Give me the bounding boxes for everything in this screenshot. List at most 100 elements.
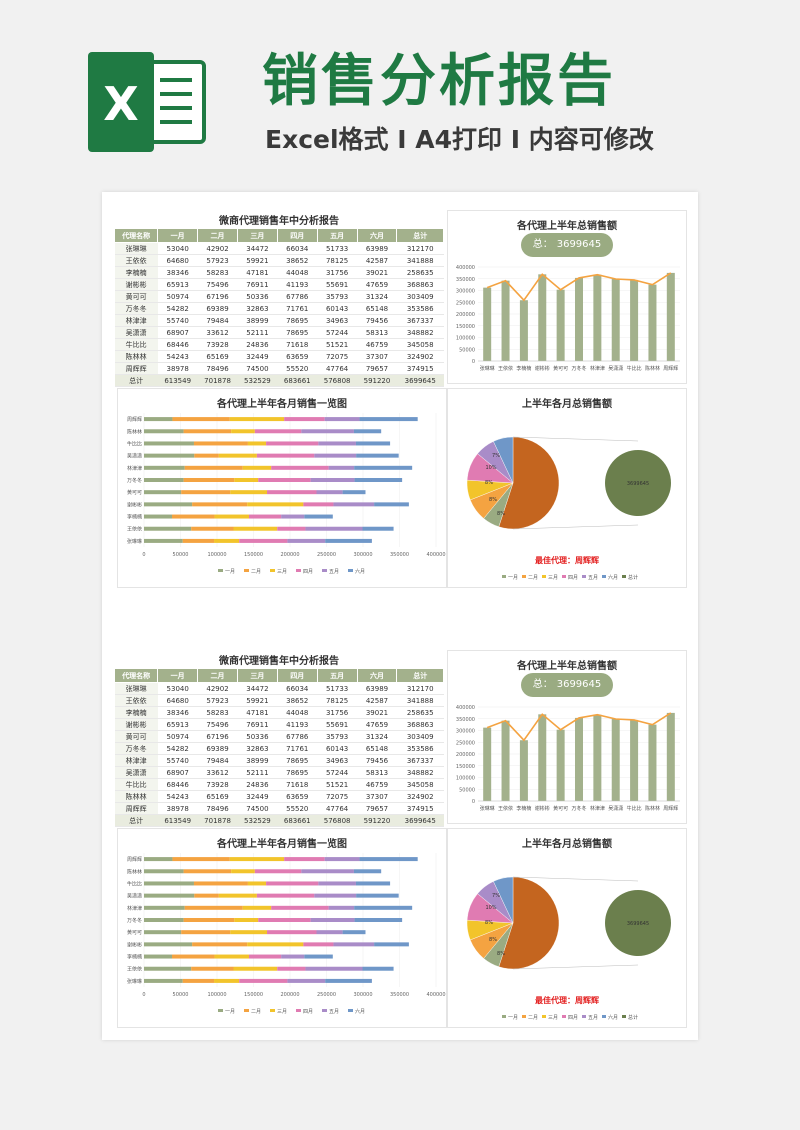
stacked-segment <box>184 905 243 910</box>
pie-legend: 一月 二月 三月 四月 五月 六月 总计 <box>502 574 638 581</box>
y-tick-label: 150000 <box>456 764 475 770</box>
value-cell: 34472 <box>237 242 278 255</box>
value-cell: 63659 <box>277 790 318 803</box>
value-cell: 44048 <box>277 266 318 279</box>
table-row: 万冬冬 54282 69389 32863 71761 60143 65148 353586 <box>114 742 444 755</box>
value-cell: 258635 <box>396 706 444 719</box>
stacked-segment <box>234 918 259 922</box>
y-tick-label: 陈林林 <box>127 428 142 435</box>
column-header: 三月 <box>236 228 278 243</box>
stacked-segment <box>144 502 193 507</box>
agent-name-cell: 王依依 <box>114 694 158 707</box>
legend-label: 六月 <box>608 574 618 581</box>
stacked-segment <box>277 526 306 531</box>
table-row: 张琳琳 53040 42902 34472 66034 51733 63989 312170 <box>114 682 444 695</box>
value-cell: 32863 <box>237 302 278 315</box>
stacked-segment <box>247 881 267 886</box>
data-table-panel: 微商代理销售年中分析报告 代理名称 一月 二月 三月 四月 五月 六月 总计 张琳琳 53040… <box>113 214 444 394</box>
y-tick-label: 李楠楠 <box>127 954 142 961</box>
pie-pct-label: 7% <box>492 893 500 899</box>
total-line <box>486 712 672 742</box>
legend-swatch <box>582 1015 586 1018</box>
legend-swatch <box>348 1009 353 1012</box>
pie-slice <box>493 436 514 484</box>
stacked-segment <box>258 478 311 482</box>
summary-chart-panel: 各代理上半年总销售额 总： 3699645 0 50000 100000 150000 2… <box>447 210 687 384</box>
value-cell: 47764 <box>317 802 358 815</box>
y-tick-label: 350000 <box>456 717 475 723</box>
stacked-segment <box>144 429 184 434</box>
x-tick-label: 200000 <box>280 552 299 558</box>
y-tick-label: 吴潇潇 <box>127 453 142 460</box>
value-cell: 68907 <box>157 326 198 339</box>
x-tick-label: 300000 <box>353 992 372 998</box>
x-tick-label: 谢彬彬 <box>535 365 550 372</box>
stacked-segment <box>305 966 363 971</box>
value-cell: 55520 <box>277 362 318 375</box>
value-cell: 53040 <box>157 242 198 255</box>
stacked-segment <box>258 918 311 922</box>
y-tick-label: 100000 <box>456 336 475 342</box>
y-tick-label: 吴潇潇 <box>127 893 142 900</box>
table-title: 微商代理销售年中分析报告 <box>219 656 339 667</box>
pie-chart-title: 上半年各月总销售额 <box>522 839 612 850</box>
value-cell: 348882 <box>396 766 444 779</box>
value-cell: 39021 <box>357 266 397 279</box>
value-cell: 38999 <box>237 754 278 767</box>
x-tick-label: 万冬冬 <box>571 365 586 372</box>
value-cell: 54243 <box>157 790 198 803</box>
stacked-segment <box>254 869 302 874</box>
agent-name-cell: 总计 <box>114 814 158 827</box>
legend-swatch <box>502 1015 506 1018</box>
stacked-segment <box>171 514 215 519</box>
stacked-segment <box>144 490 182 495</box>
x-tick-label: 150000 <box>244 552 263 558</box>
value-cell: 76911 <box>237 278 278 291</box>
agent-name-cell: 黄可可 <box>114 290 158 303</box>
value-cell: 78125 <box>317 694 358 707</box>
stacked-segment <box>171 954 215 959</box>
stacked-segment <box>144 905 185 910</box>
stacked-segment <box>342 930 366 935</box>
legend-swatch <box>244 1009 249 1012</box>
stacked-segment <box>359 857 418 862</box>
stacked-segment <box>328 905 355 910</box>
circle-value: 3699645 <box>627 481 649 487</box>
value-cell: 46759 <box>357 778 397 791</box>
stacked-segment <box>193 441 248 446</box>
legend-swatch <box>602 575 606 578</box>
stacked-segment <box>144 465 185 470</box>
pie-chart: 7% 10% 8% 8% 8% 3699645 <box>466 436 671 530</box>
value-cell: 613549 <box>157 814 198 827</box>
legend-swatch <box>244 569 249 572</box>
column-header: 六月 <box>356 668 398 683</box>
value-cell: 78695 <box>277 314 318 327</box>
value-cell: 73928 <box>197 338 238 351</box>
stacked-segment <box>181 930 231 935</box>
value-cell: 3699645 <box>396 374 444 387</box>
column-header: 三月 <box>236 668 278 683</box>
total-circle <box>605 450 671 516</box>
value-cell: 47181 <box>237 266 278 279</box>
value-cell: 324902 <box>396 790 444 803</box>
x-tick-label: 400000 <box>426 992 445 998</box>
value-cell: 41193 <box>277 278 318 291</box>
stacked-segment <box>284 417 325 422</box>
value-cell: 65148 <box>357 302 397 315</box>
value-cell: 72075 <box>317 790 358 803</box>
x-tick-label: 张琳琳 <box>480 805 495 812</box>
value-cell: 79456 <box>357 754 397 767</box>
bar <box>519 300 528 361</box>
legend-label: 五月 <box>329 1009 339 1015</box>
value-cell: 55691 <box>317 718 358 731</box>
value-cell: 368863 <box>396 718 444 731</box>
legend-label: 四月 <box>568 575 578 581</box>
column-header: 总计 <box>396 228 444 243</box>
bar <box>611 279 620 361</box>
pie-pct-label: 10% <box>485 905 496 911</box>
connector-line <box>512 436 639 442</box>
stacked-segment <box>305 526 363 531</box>
stacked-segment <box>144 417 173 422</box>
value-cell: 47659 <box>357 278 397 291</box>
total-value: 3699645 <box>556 239 602 250</box>
